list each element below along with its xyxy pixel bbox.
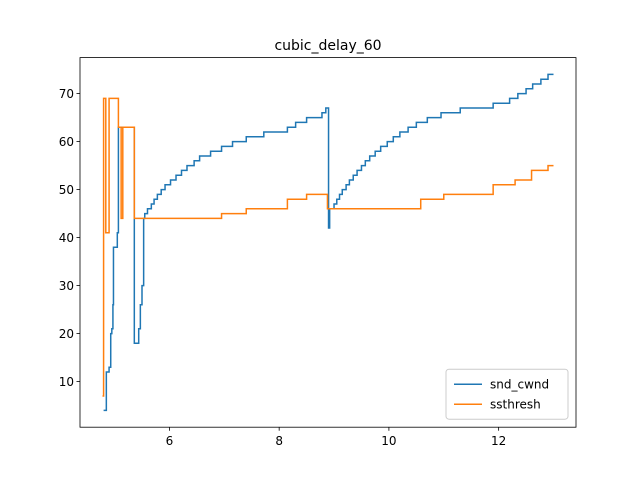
y-tick-label: 40 <box>59 231 74 245</box>
legend: snd_cwnd ssthresh <box>445 368 569 420</box>
plot-frame <box>79 57 577 428</box>
legend-label: snd_cwnd <box>490 378 549 392</box>
y-tick-label: 20 <box>59 327 74 341</box>
x-tick-label: 8 <box>275 434 283 448</box>
y-tick-label: 70 <box>59 87 74 101</box>
y-tick-label: 10 <box>59 375 74 389</box>
legend-label: ssthresh <box>490 398 541 412</box>
legend-box <box>445 368 569 420</box>
x-tick-label: 6 <box>166 434 174 448</box>
y-tick-label: 30 <box>59 279 74 293</box>
data-line <box>103 73 554 412</box>
y-tick-label: 60 <box>59 135 74 149</box>
chart-title: cubic_delay_60 <box>274 38 381 54</box>
y-tick-label: 50 <box>59 183 74 197</box>
x-tick-label: 10 <box>381 434 396 448</box>
data-line <box>102 97 554 397</box>
x-tick-label: 12 <box>491 434 506 448</box>
